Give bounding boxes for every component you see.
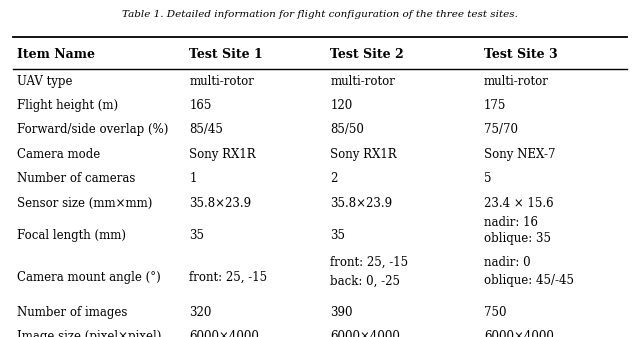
Text: front: 25, -15: front: 25, -15 [330, 256, 408, 269]
Text: 120: 120 [330, 99, 353, 112]
Text: oblique: 35: oblique: 35 [484, 232, 551, 245]
Text: 175: 175 [484, 99, 506, 112]
Text: 1: 1 [189, 172, 197, 185]
Text: 23.4 × 15.6: 23.4 × 15.6 [484, 196, 554, 210]
Text: multi-rotor: multi-rotor [189, 75, 254, 88]
Text: Camera mount angle (°): Camera mount angle (°) [17, 271, 161, 284]
Text: Test Site 3: Test Site 3 [484, 48, 557, 61]
Text: 320: 320 [189, 306, 212, 318]
Text: Sensor size (mm×mm): Sensor size (mm×mm) [17, 196, 152, 210]
Text: Number of cameras: Number of cameras [17, 172, 135, 185]
Text: Item Name: Item Name [17, 48, 95, 61]
Text: 750: 750 [484, 306, 506, 318]
Text: 85/45: 85/45 [189, 123, 223, 136]
Text: Flight height (m): Flight height (m) [17, 99, 118, 112]
Text: Camera mode: Camera mode [17, 148, 100, 160]
Text: 35.8×23.9: 35.8×23.9 [189, 196, 252, 210]
Text: 85/50: 85/50 [330, 123, 364, 136]
Text: 35: 35 [330, 228, 345, 242]
Text: Image size (pixel×pixel): Image size (pixel×pixel) [17, 330, 161, 337]
Text: Focal length (mm): Focal length (mm) [17, 228, 125, 242]
Text: Test Site 1: Test Site 1 [189, 48, 263, 61]
Text: front: 25, -15: front: 25, -15 [189, 271, 268, 284]
Text: back: 0, -25: back: 0, -25 [330, 274, 400, 287]
Text: nadir: 0: nadir: 0 [484, 256, 531, 269]
Text: UAV type: UAV type [17, 75, 72, 88]
Text: 6000×4000: 6000×4000 [484, 330, 554, 337]
Text: multi-rotor: multi-rotor [484, 75, 548, 88]
Text: 6000×4000: 6000×4000 [330, 330, 400, 337]
Text: Sony RX1R: Sony RX1R [189, 148, 256, 160]
Text: Table 1. Detailed information for flight configuration of the three test sites.: Table 1. Detailed information for flight… [122, 10, 518, 19]
Text: Sony RX1R: Sony RX1R [330, 148, 397, 160]
Text: 165: 165 [189, 99, 212, 112]
Text: 35.8×23.9: 35.8×23.9 [330, 196, 392, 210]
Text: 390: 390 [330, 306, 353, 318]
Text: 2: 2 [330, 172, 338, 185]
Text: Number of images: Number of images [17, 306, 127, 318]
Text: oblique: 45/-45: oblique: 45/-45 [484, 274, 574, 287]
Text: 75/70: 75/70 [484, 123, 518, 136]
Text: Sony NEX-7: Sony NEX-7 [484, 148, 556, 160]
Text: multi-rotor: multi-rotor [330, 75, 395, 88]
Text: nadir: 16: nadir: 16 [484, 216, 538, 229]
Text: 35: 35 [189, 228, 204, 242]
Text: Forward/side overlap (%): Forward/side overlap (%) [17, 123, 168, 136]
Text: Test Site 2: Test Site 2 [330, 48, 404, 61]
Text: 6000×4000: 6000×4000 [189, 330, 259, 337]
Text: 5: 5 [484, 172, 492, 185]
